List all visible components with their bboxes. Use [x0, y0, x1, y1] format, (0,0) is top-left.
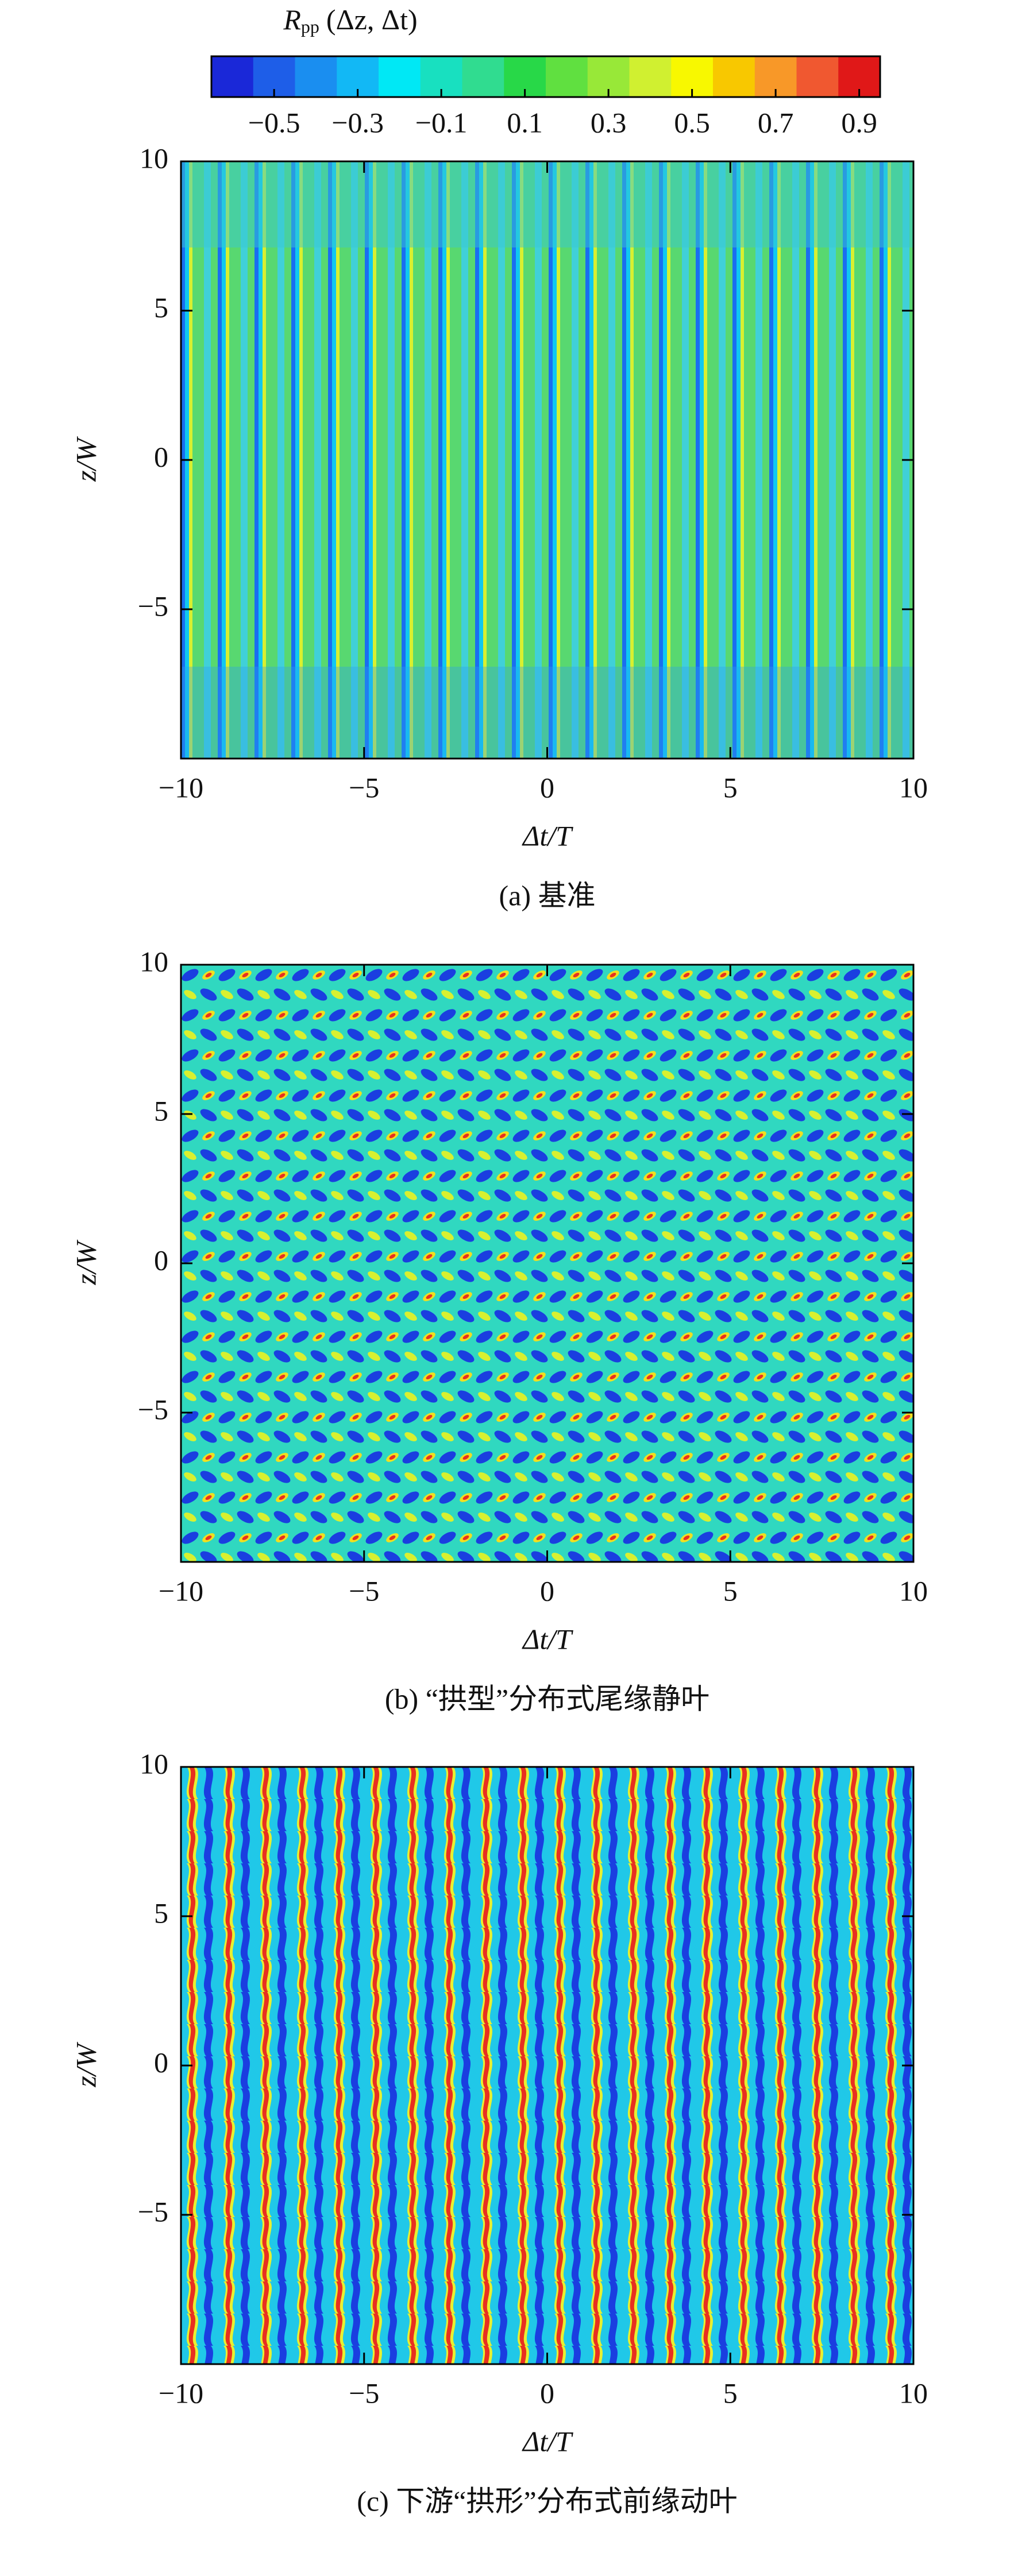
- colorbar-tick-label: −0.1: [415, 106, 468, 138]
- x-tick-label: 10: [899, 2377, 928, 2409]
- contour-field: [181, 1767, 913, 2364]
- colorbar-tick-label: 0.7: [758, 106, 794, 138]
- colorbar-segment: [629, 56, 672, 97]
- y-axis-label: z/W: [70, 436, 102, 482]
- y-tick-label: −5: [138, 1393, 168, 1425]
- x-axis-label: Δt/T: [522, 1623, 573, 1655]
- panel-caption: (c) 下游“拱形”分布式前缘动叶: [357, 2485, 737, 2517]
- panel-caption: (a) 基准: [499, 879, 596, 911]
- y-tick-label: 0: [154, 440, 168, 473]
- x-tick-label: −10: [159, 1575, 203, 1607]
- y-tick-label: −5: [138, 2195, 168, 2227]
- x-tick-label: −10: [159, 771, 203, 803]
- x-tick-label: −5: [349, 2377, 379, 2409]
- colorbar-tick-label: 0.1: [507, 106, 543, 138]
- x-tick-label: 5: [723, 2377, 738, 2409]
- y-tick-label: 10: [140, 1747, 168, 1780]
- x-tick-label: 0: [540, 1575, 554, 1607]
- colorbar-segment: [796, 56, 839, 97]
- colorbar-tick-label: −0.3: [331, 106, 384, 138]
- x-tick-label: 10: [899, 1575, 928, 1607]
- x-tick-label: 5: [723, 771, 738, 803]
- panel-caption: (b) “拱型”分布式尾缘静叶: [385, 1682, 709, 1715]
- y-axis-label: z/W: [70, 1239, 102, 1285]
- y-tick-label: 0: [154, 2046, 168, 2078]
- colorbar-tick-label: −0.5: [248, 106, 300, 138]
- x-tick-label: −10: [159, 2377, 203, 2409]
- y-tick-label: 5: [154, 1094, 168, 1127]
- colorbar-tick-label: 0.5: [674, 106, 710, 138]
- x-tick-label: −5: [349, 771, 379, 803]
- colorbar-segment: [295, 56, 337, 97]
- x-tick-label: −5: [349, 1575, 379, 1607]
- colorbar-segment: [713, 56, 755, 97]
- y-tick-label: 5: [154, 1897, 168, 1929]
- x-tick-label: 0: [540, 2377, 554, 2409]
- x-tick-label: 5: [723, 1575, 738, 1607]
- colorbar-title: Rpp (Δz, Δt): [283, 3, 417, 37]
- y-tick-label: 10: [140, 142, 168, 174]
- y-tick-label: 5: [154, 291, 168, 323]
- contour-field: [181, 161, 913, 759]
- y-tick-label: 0: [154, 1244, 168, 1276]
- colorbar-segment: [462, 56, 504, 97]
- y-tick-label: 10: [140, 945, 168, 977]
- y-axis-label: z/W: [70, 2041, 102, 2087]
- x-axis-label: Δt/T: [522, 2425, 573, 2457]
- contour-field: [181, 965, 913, 1562]
- colorbar-segment: [546, 56, 588, 97]
- colorbar-frame: [210, 55, 881, 98]
- colorbar-tick-label: 0.9: [841, 106, 877, 138]
- x-tick-label: 10: [899, 771, 928, 803]
- colorbar-segment: [379, 56, 421, 97]
- x-axis-label: Δt/T: [522, 819, 573, 852]
- colorbar-tick-label: 0.3: [591, 106, 627, 138]
- colorbar-segment: [211, 56, 254, 97]
- x-tick-label: 0: [540, 771, 554, 803]
- y-tick-label: −5: [138, 590, 168, 622]
